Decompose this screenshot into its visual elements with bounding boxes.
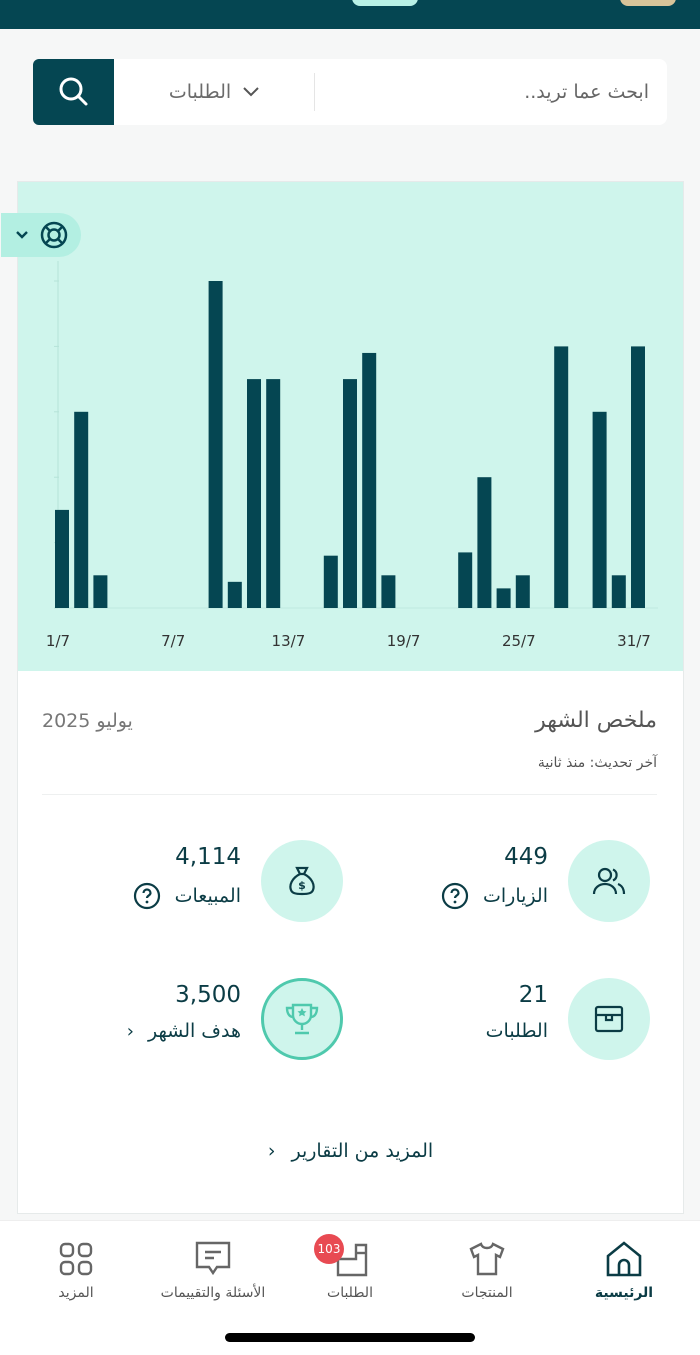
- home-indicator: [225, 1333, 475, 1342]
- stat-orders: 21 الطلبات: [350, 978, 650, 1068]
- stat-monthly-goal[interactable]: 3,500 هدف الشهر ‹: [43, 978, 343, 1068]
- orders-value: 21: [518, 982, 548, 1008]
- nav-orders[interactable]: الطلبات: [280, 1239, 420, 1301]
- summary-title: ملخص الشهر: [535, 708, 657, 733]
- top-pill: [352, 0, 418, 6]
- goal-label: هدف الشهر: [148, 1020, 241, 1042]
- search-scope-label: الطلبات: [168, 81, 232, 103]
- tshirt-icon: [469, 1242, 505, 1276]
- box-icon: [594, 1005, 624, 1033]
- search-input[interactable]: [315, 59, 667, 125]
- x-tick-label: 19/7: [387, 632, 421, 650]
- users-icon: [592, 867, 626, 895]
- bar-day-12: [266, 379, 281, 608]
- orders-label: الطلبات: [485, 1020, 548, 1042]
- nav-more[interactable]: المزيد: [6, 1239, 146, 1301]
- chevron-down-icon: [243, 87, 259, 97]
- top-pill-2: [620, 0, 676, 6]
- nav-products-label: المنتجات: [461, 1285, 513, 1301]
- search-bar: الطلبات: [33, 59, 667, 125]
- visits-label: الزيارات: [483, 885, 548, 907]
- x-tick-label: 13/7: [272, 632, 306, 650]
- stat-visits: 449 الزيارات: [350, 840, 650, 930]
- sales-icon-circle: $: [261, 840, 343, 922]
- summary-date: يوليو 2025: [42, 710, 133, 732]
- nav-qa-label: الأسئلة والتقييمات: [160, 1285, 266, 1301]
- goal-icon-circle: [261, 978, 343, 1060]
- bar-day-2: [74, 411, 89, 608]
- bar-day-22: [458, 552, 473, 608]
- bottom-nav: الرئيسية المنتجات الطلبات 103 الأسئلة وا…: [0, 1220, 700, 1355]
- search-scope-select[interactable]: الطلبات: [114, 59, 314, 125]
- nav-qa-reviews[interactable]: الأسئلة والتقييمات: [143, 1239, 283, 1301]
- box-icon: [336, 1243, 368, 1277]
- bar-day-9: [208, 281, 223, 608]
- chart-svg: 1/7 7/7 13/7 19/7 25/7 31/7: [46, 261, 658, 650]
- more-reports-link[interactable]: المزيد من التقارير ‹: [18, 1140, 683, 1162]
- nav-home-label: الرئيسية: [594, 1285, 654, 1301]
- chat-icon: [195, 1241, 231, 1276]
- divider: [42, 794, 657, 795]
- sales-label: المبيعات: [174, 885, 241, 907]
- search-button[interactable]: [33, 59, 114, 125]
- bar-day-24: [496, 588, 511, 608]
- x-tick-label: 25/7: [502, 632, 536, 650]
- bar-day-11: [247, 379, 261, 608]
- goal-value: 3,500: [175, 982, 241, 1008]
- chevron-down-icon: [16, 231, 28, 239]
- nav-products[interactable]: المنتجات: [417, 1239, 557, 1301]
- bar-day-1: [55, 509, 69, 608]
- help-icon[interactable]: [441, 882, 469, 910]
- help-toggle[interactable]: [1, 213, 81, 257]
- dashboard-card: 1/7 7/7 13/7 19/7 25/7 31/7 ملخص الشهر يوليو …: [1, 181, 684, 1214]
- svg-text:$: $: [298, 879, 306, 892]
- bar-day-15: [323, 555, 338, 608]
- orders-icon-circle: [568, 978, 650, 1060]
- bar-day-23: [477, 477, 492, 608]
- bar-day-25: [515, 575, 530, 608]
- search-icon: [59, 77, 87, 106]
- x-tick-label: 1/7: [46, 632, 70, 650]
- bar-day-27: [554, 346, 569, 608]
- nav-home[interactable]: الرئيسية: [554, 1239, 694, 1301]
- money-bag-icon: $: [289, 866, 315, 896]
- bar-day-10: [227, 581, 242, 608]
- visits-value: 449: [504, 844, 548, 870]
- chevron-left-icon: ‹: [126, 1020, 134, 1042]
- sales-chart: 1/7 7/7 13/7 19/7 25/7 31/7: [18, 182, 683, 671]
- bar-day-18: [381, 575, 396, 608]
- stat-sales: $ 4,114 المبيعات: [43, 840, 343, 930]
- nav-orders-label: الطلبات: [327, 1285, 373, 1301]
- x-tick-label: 31/7: [617, 632, 651, 650]
- orders-badge: 103: [314, 1234, 344, 1264]
- last-updated: آخر تحديث: منذ ثانية: [537, 755, 657, 771]
- bar-day-17: [362, 352, 377, 608]
- bar-day-29: [592, 411, 607, 608]
- home-icon: [606, 1241, 642, 1277]
- nav-more-label: المزيد: [58, 1285, 94, 1301]
- bar-day-30: [611, 575, 626, 608]
- divider: [314, 73, 315, 111]
- visits-icon-circle: [568, 840, 650, 922]
- grid-icon: [59, 1242, 93, 1276]
- bar-day-3: [93, 575, 108, 608]
- top-bar: [0, 0, 700, 29]
- chevron-left-icon: ‹: [267, 1140, 276, 1162]
- x-tick-label: 7/7: [161, 632, 185, 650]
- sales-value: 4,114: [175, 844, 241, 870]
- lifebuoy-icon: [40, 221, 68, 249]
- bar-day-31: [631, 346, 645, 608]
- more-reports-label: المزيد من التقارير: [291, 1140, 434, 1162]
- help-icon[interactable]: [133, 882, 161, 910]
- bar-day-16: [343, 379, 357, 608]
- trophy-icon: [285, 1003, 319, 1035]
